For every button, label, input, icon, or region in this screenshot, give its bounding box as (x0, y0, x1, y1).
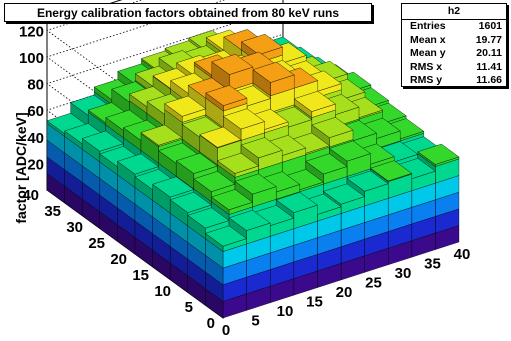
stats-label: RMS y (410, 74, 443, 86)
z-tick-label: 120 (19, 23, 44, 40)
stats-value: 1601 (478, 20, 502, 32)
z-tick-label: 20 (27, 156, 44, 173)
y-tick-label: 30 (66, 219, 83, 236)
x-tick-label: 40 (454, 246, 471, 263)
chart-title: Energy calibration factors obtained from… (36, 5, 340, 20)
z-tick-label: 60 (27, 103, 44, 120)
y-tick-label: 5 (185, 299, 193, 316)
lego-bar (204, 225, 248, 319)
x-tick-label: 15 (306, 294, 323, 311)
stats-label: Mean x (410, 33, 446, 46)
grid-line (46, 0, 224, 159)
stats-row-mean-y: Mean y 20.11 (402, 47, 506, 61)
y-tick-label: 40 (22, 187, 39, 204)
z-tick-label: 100 (19, 50, 44, 67)
stats-value: 11.66 (476, 74, 502, 86)
stats-value: 11.41 (476, 60, 502, 73)
axis-labels: 0510152025303540051015202530354020406080… (13, 23, 470, 339)
y-tick-label: 10 (154, 283, 171, 300)
stats-row-mean-x: Mean x 19.77 (402, 34, 506, 48)
x-tick-label: 25 (365, 275, 382, 292)
x-tick-label: 0 (222, 322, 230, 339)
stats-label: Entries (410, 20, 446, 32)
stats-label: RMS x (410, 60, 443, 73)
x-tick-label: 35 (424, 256, 441, 273)
y-tick-label: 20 (110, 251, 127, 268)
stats-title: h2 (402, 4, 506, 20)
stats-row-rms-y: RMS y 11.66 (402, 74, 506, 88)
stats-value: 20.11 (476, 47, 502, 59)
x-tick-label: 5 (251, 313, 259, 330)
x-tick-label: 30 (395, 265, 412, 282)
y-tick-label: 0 (207, 315, 215, 332)
stats-label: Mean y (410, 47, 446, 59)
y-tick-label: 15 (132, 267, 149, 284)
y-tick-label: 25 (88, 235, 105, 252)
y-tick-label: 35 (44, 203, 61, 220)
stats-box: h2 Entries 1601 Mean x 19.77 Mean y 20.1… (401, 3, 507, 87)
x-tick-label: 20 (336, 284, 353, 301)
stats-row-rms-x: RMS x 11.41 (402, 61, 506, 75)
title-box: Energy calibration factors obtained from… (4, 3, 372, 22)
z-axis-label: factor [ADC/keV] (13, 112, 29, 223)
lego-bars (46, 29, 460, 319)
stats-value: 19.77 (475, 33, 502, 46)
stats-row-entries: Entries 1601 (402, 20, 506, 34)
z-tick-label: 80 (27, 77, 44, 94)
x-tick-label: 10 (277, 303, 294, 320)
z-tick-label: 40 (27, 130, 44, 147)
